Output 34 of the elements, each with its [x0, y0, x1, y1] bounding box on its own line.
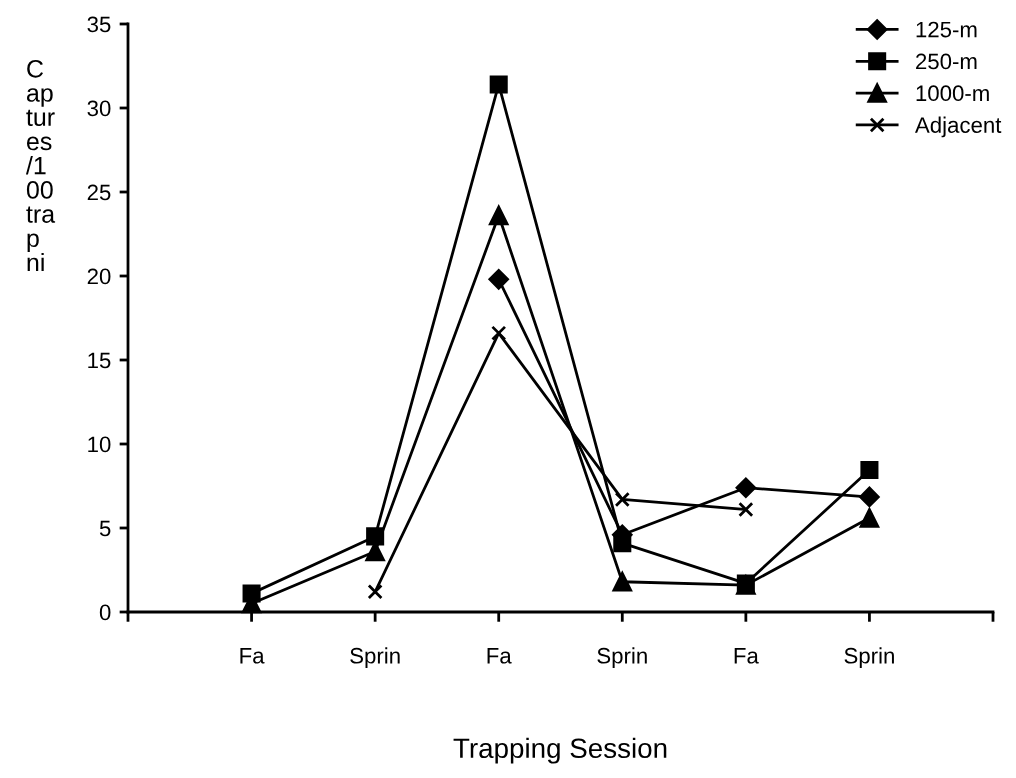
legend-label: 1000-m: [916, 85, 989, 102]
x-tick-label: Sprin: [597, 647, 647, 668]
y-tick-label: 30: [87, 100, 111, 117]
point: [738, 501, 754, 518]
y-tick-label: 10: [88, 436, 111, 453]
text: C ap tur es /1 00 tra p ni: [25, 59, 56, 272]
x-tick-label: Fa: [734, 648, 759, 664]
y-tick-label: 0: [99, 604, 111, 621]
legend-label: 250-m: [916, 53, 977, 70]
point: [859, 486, 880, 508]
point: [489, 75, 508, 94]
point: [491, 325, 507, 341]
x-axis-title: Trapping Session: [453, 737, 667, 764]
point: [488, 205, 509, 226]
y-tick-label: 25: [87, 184, 111, 201]
x-tick-label: Fa: [487, 648, 512, 664]
x-tick-label: Sprin: [350, 647, 400, 668]
point: [367, 584, 383, 600]
y-tick-label: 20: [87, 268, 111, 285]
x-tick-label: Fa: [240, 648, 265, 664]
y-tick-label: 5: [99, 520, 111, 537]
point: [859, 508, 880, 528]
legend-label: Adjacent: [914, 116, 1002, 138]
point: [488, 269, 509, 290]
point: [612, 572, 633, 592]
point: [242, 584, 261, 603]
point: [614, 491, 630, 508]
y-tick-label: 15: [88, 352, 111, 369]
point: [860, 461, 879, 480]
x-tick-label: Sprin: [844, 647, 894, 668]
point: [366, 527, 385, 546]
point: [735, 477, 757, 498]
y-tick-label: 35: [87, 16, 111, 33]
legend-label: 125-m: [916, 21, 977, 38]
